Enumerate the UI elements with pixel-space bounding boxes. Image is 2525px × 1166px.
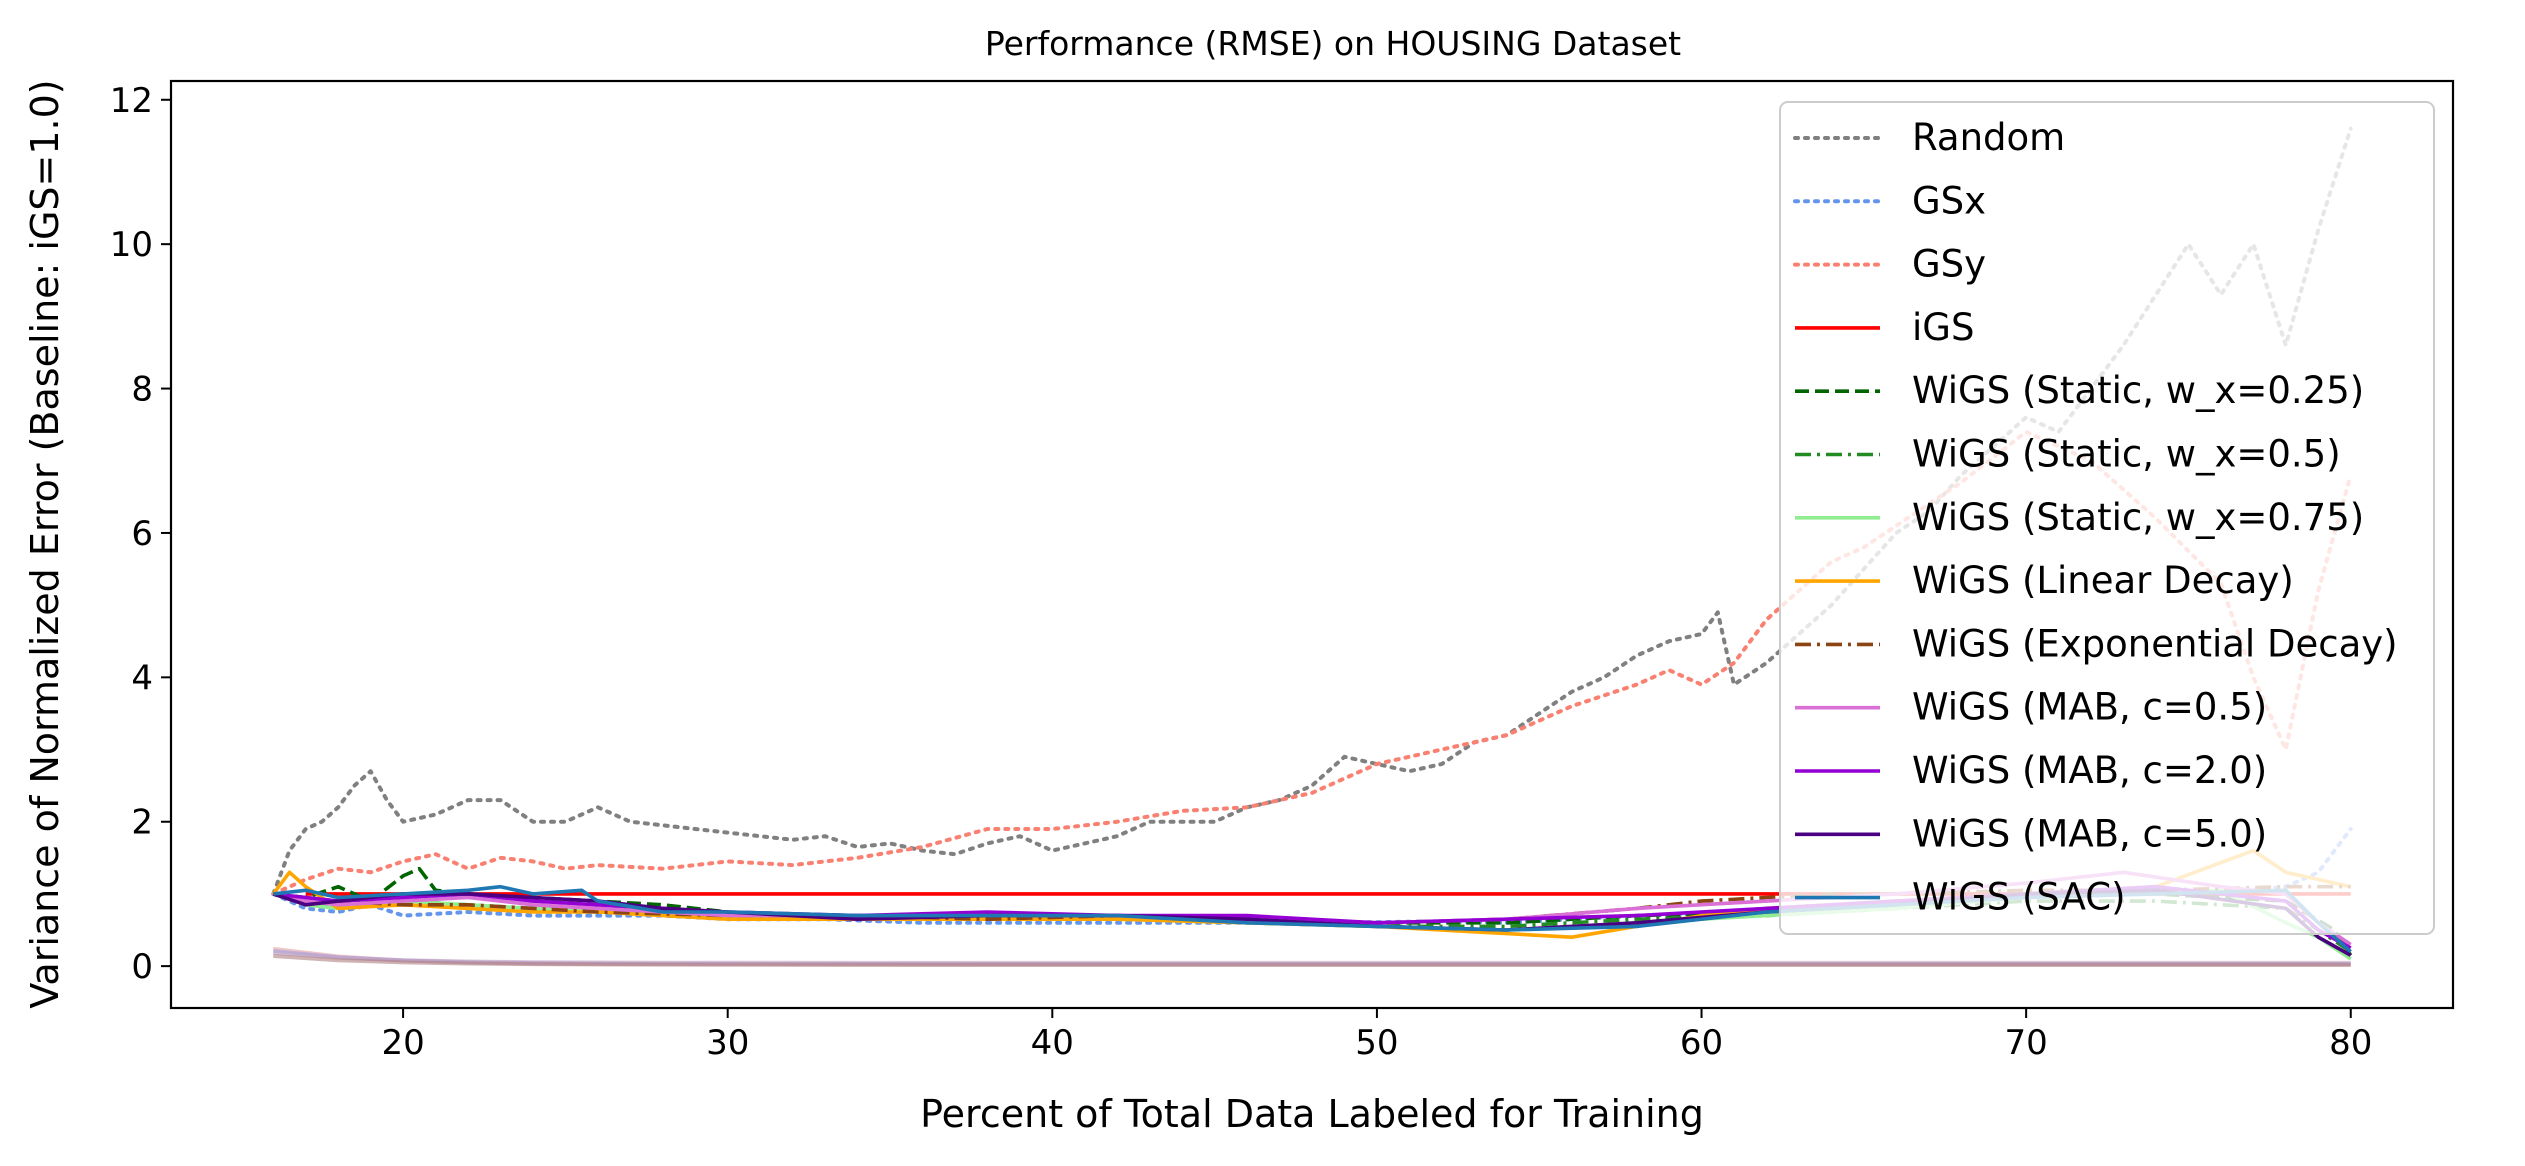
x-tick-label: 80 (2329, 1023, 2372, 1063)
legend-label: WiGS (Linear Decay) (1912, 559, 2294, 602)
y-tick-label: 4 (131, 658, 153, 698)
x-tick-label: 20 (381, 1023, 424, 1063)
y-axis: 0 2 4 6 8 10 12 (110, 81, 171, 987)
chart-title: Performance (RMSE) on HOUSING Dataset (985, 24, 1681, 63)
legend-label: WiGS (Static, w_x=0.5) (1912, 433, 2341, 476)
x-tick-label: 50 (1355, 1023, 1398, 1063)
y-tick-label: 10 (110, 225, 153, 265)
x-axis-label: Percent of Total Data Labeled for Traini… (920, 1092, 1704, 1136)
x-tick-label: 70 (2005, 1023, 2048, 1063)
legend-label: WiGS (Static, w_x=0.25) (1912, 369, 2364, 412)
legend-label: WiGS (MAB, c=2.0) (1912, 749, 2267, 792)
y-axis-label: Variance of Normalized Error (Baseline: … (23, 79, 67, 1008)
legend-label: WiGS (Exponential Decay) (1912, 622, 2398, 665)
legend-label: iGS (1912, 306, 1974, 349)
x-tick-label: 30 (706, 1023, 749, 1063)
legend-label: WiGS (MAB, c=0.5) (1912, 686, 2267, 729)
legend-label: GSx (1912, 179, 1986, 222)
legend-label: WiGS (Static, w_x=0.75) (1912, 496, 2364, 539)
legend-label: WiGS (SAC) (1912, 876, 2126, 919)
faint-background-lines (273, 946, 2351, 967)
legend: Random GSx GSy iGS WiGS (Static, w_x=0.25) Wi… (1779, 101, 2435, 935)
y-tick-label: 8 (131, 370, 153, 410)
x-tick-label: 40 (1031, 1023, 1074, 1063)
legend-label: WiGS (MAB, c=5.0) (1912, 812, 2267, 855)
legend-label: GSy (1912, 243, 1986, 286)
x-tick-label: 60 (1680, 1023, 1723, 1063)
y-tick-label: 0 (131, 947, 153, 987)
legend-label: Random (1912, 116, 2065, 159)
y-tick-label: 12 (110, 81, 153, 121)
y-tick-label: 2 (131, 803, 153, 843)
x-axis: 20 30 40 50 60 70 80 (381, 1008, 2372, 1063)
faint-line-3 (273, 954, 2351, 967)
y-tick-label: 6 (131, 514, 153, 554)
series-line-4 (273, 866, 2353, 957)
plot-frame (169, 79, 2455, 1010)
legend-box (1779, 101, 2435, 935)
